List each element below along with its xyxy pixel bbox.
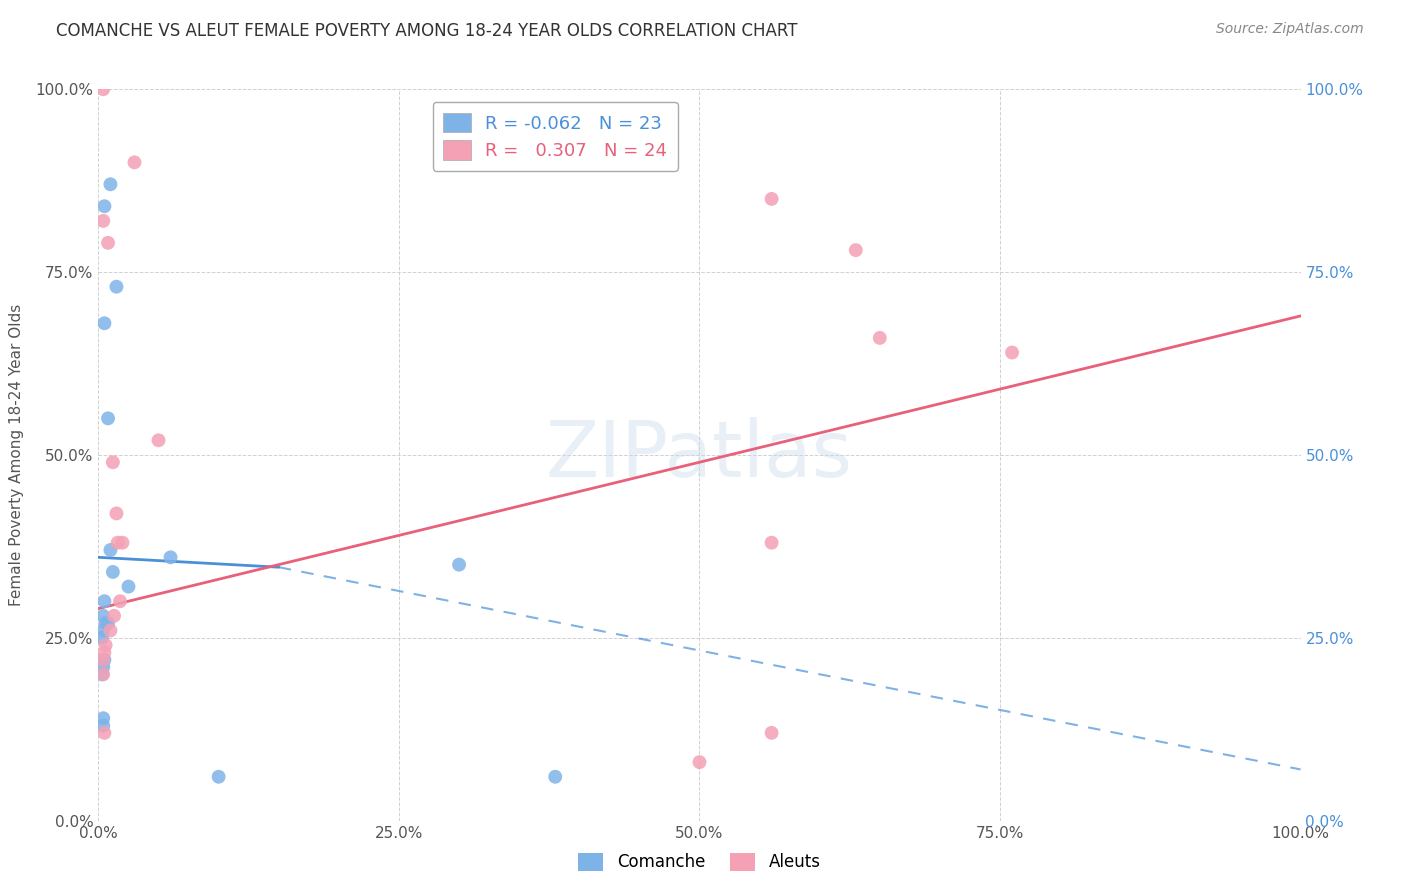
- Point: [93, 594, 115, 608]
- Point: [94, 638, 117, 652]
- Point: [869, 331, 891, 345]
- Point: [103, 608, 125, 623]
- Point: [91, 667, 114, 681]
- Point: [159, 550, 181, 565]
- Point: [91, 660, 114, 674]
- Point: [93, 726, 115, 740]
- Point: [148, 434, 170, 448]
- Point: [117, 580, 139, 594]
- Point: [761, 535, 783, 549]
- Point: [124, 155, 146, 169]
- Point: [105, 279, 128, 293]
- Point: [91, 667, 114, 681]
- Point: [97, 411, 120, 425]
- Text: Source: ZipAtlas.com: Source: ZipAtlas.com: [1216, 22, 1364, 37]
- Text: COMANCHE VS ALEUT FEMALE POVERTY AMONG 18-24 YEAR OLDS CORRELATION CHART: COMANCHE VS ALEUT FEMALE POVERTY AMONG 1…: [56, 22, 797, 40]
- Point: [100, 178, 122, 192]
- Point: [101, 455, 124, 469]
- Point: [100, 543, 122, 558]
- Point: [91, 214, 114, 228]
- Point: [111, 535, 134, 549]
- Point: [447, 558, 470, 572]
- Point: [101, 565, 124, 579]
- Point: [91, 653, 114, 667]
- Point: [1001, 345, 1024, 359]
- Point: [761, 192, 783, 206]
- Y-axis label: Female Poverty Among 18-24 Year Olds: Female Poverty Among 18-24 Year Olds: [10, 304, 24, 606]
- Point: [208, 770, 231, 784]
- Text: ZIPatlas: ZIPatlas: [546, 417, 853, 493]
- Point: [97, 616, 120, 631]
- Point: [100, 624, 122, 638]
- Point: [91, 82, 114, 96]
- Point: [94, 616, 117, 631]
- Point: [91, 711, 114, 725]
- Point: [97, 235, 120, 250]
- Point: [93, 199, 115, 213]
- Point: [544, 770, 567, 784]
- Point: [91, 624, 114, 638]
- Point: [93, 653, 115, 667]
- Point: [91, 631, 114, 645]
- Point: [761, 726, 783, 740]
- Point: [845, 243, 868, 257]
- Point: [108, 594, 131, 608]
- Point: [93, 645, 115, 659]
- Legend: Comanche, Aleuts: Comanche, Aleuts: [572, 847, 827, 878]
- Point: [91, 718, 114, 732]
- Point: [105, 507, 128, 521]
- Point: [93, 316, 115, 330]
- Point: [91, 608, 114, 623]
- Point: [689, 755, 711, 769]
- Point: [107, 535, 129, 549]
